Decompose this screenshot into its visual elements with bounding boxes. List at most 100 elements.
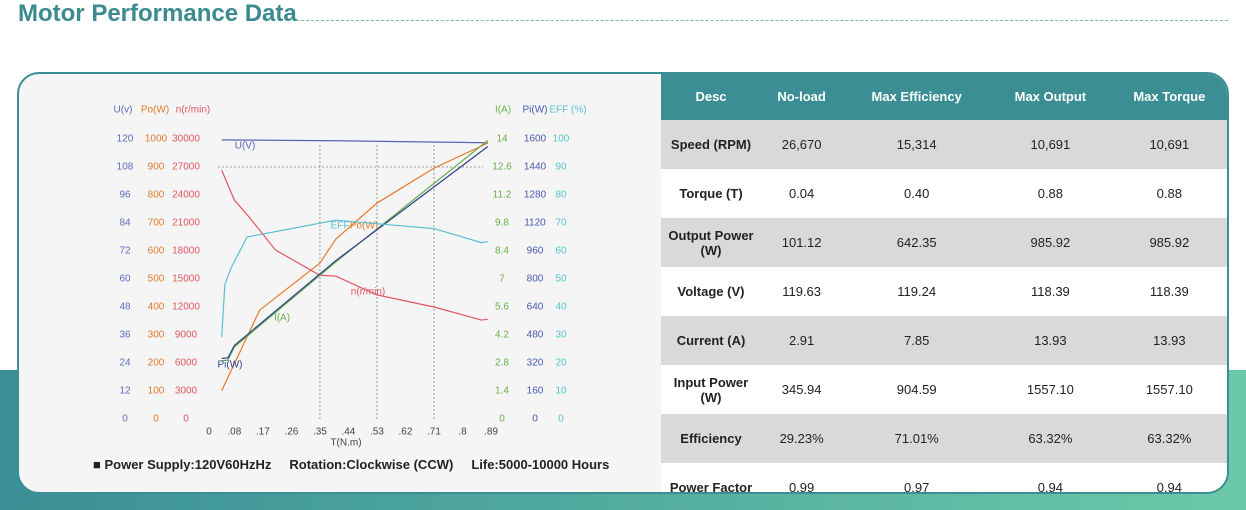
y-tick-label: 1440 xyxy=(524,162,547,173)
x-tick-label: .8 xyxy=(458,427,467,438)
y-tick-label: 1600 xyxy=(524,134,547,145)
y-tick-label: 0 xyxy=(499,414,505,425)
chart: T(N.m) U(v) 0 12 24 36 48 60 72 84 96 108 120 Po(W) 0… xyxy=(114,105,587,449)
y-tick-label: 100 xyxy=(553,134,570,145)
series-line xyxy=(221,139,489,362)
table-cell: 1557.10 xyxy=(991,365,1110,414)
y-tick-label: 21000 xyxy=(172,218,200,229)
x-tick-label: .53 xyxy=(370,427,384,438)
y-tick-label: 200 xyxy=(148,358,165,369)
y-tick-label: 9000 xyxy=(175,330,198,341)
y-tick-label: 50 xyxy=(555,274,567,285)
table-cell: 7.85 xyxy=(842,316,992,365)
y-tick-label: 120 xyxy=(117,134,134,145)
y-tick-label: 11.2 xyxy=(493,190,512,201)
y-tick-label: 108 xyxy=(117,162,134,173)
header-cell: Desc xyxy=(661,74,761,120)
table-cell: 0.97 xyxy=(842,463,992,492)
y-tick-label: 700 xyxy=(148,218,165,229)
table-cell: Speed (RPM) xyxy=(661,120,761,169)
table-cell: 29.23% xyxy=(761,414,843,463)
page-title: Motor Performance Data xyxy=(18,0,297,27)
y-tick-label: 12.6 xyxy=(492,162,512,173)
y-tick-label: 48 xyxy=(119,302,131,313)
header-cell: Max Output xyxy=(991,74,1110,120)
table-cell: Input Power (W) xyxy=(661,365,761,414)
table-cell: Efficiency xyxy=(661,414,761,463)
y-tick-label: 72 xyxy=(119,246,131,257)
y-tick-label: 480 xyxy=(527,330,544,341)
table-cell: Power Factor xyxy=(661,463,761,492)
table-cell: 119.24 xyxy=(842,267,992,316)
y-tick-label: 24 xyxy=(119,358,131,369)
spec-table: Desc No-load Max Efficiency Max Output Max T… xyxy=(661,74,1227,492)
y-tick-label: 1.4 xyxy=(495,386,509,397)
y-tick-label: 800 xyxy=(148,190,165,201)
y-tick-label: 27000 xyxy=(172,162,200,173)
axis-title: U(v) xyxy=(114,105,133,116)
table-body: Speed (RPM) 26,670 15,314 10,691 10,691 Torqu… xyxy=(661,120,1227,492)
x-tick-label: 0 xyxy=(206,427,212,438)
y-tick-label: 9.8 xyxy=(495,218,509,229)
y-tick-label: 1000 xyxy=(145,134,168,145)
y-tick-label: 6000 xyxy=(175,358,198,369)
y-tick-label: 12000 xyxy=(172,302,200,313)
table-cell: 1557.10 xyxy=(1109,365,1227,414)
table-cell: 985.92 xyxy=(1109,218,1227,267)
series-line xyxy=(221,219,488,338)
table-cell: 63.32% xyxy=(991,414,1110,463)
y-tick-label: 0 xyxy=(183,414,189,425)
y-tick-label: 60 xyxy=(119,274,131,285)
header-cell: No-load xyxy=(761,74,843,120)
table-cell: Output Power (W) xyxy=(661,218,761,267)
y-tick-label: 96 xyxy=(119,190,131,201)
y-tick-label: 500 xyxy=(148,274,165,285)
table-cell: 71.01% xyxy=(842,414,992,463)
y-tick-label: 70 xyxy=(555,218,567,229)
y-tick-label: 7 xyxy=(499,274,505,285)
x-tick-label: .44 xyxy=(341,427,355,438)
table-cell: 101.12 xyxy=(761,218,843,267)
table-cell: 118.39 xyxy=(991,267,1110,316)
table-cell: 904.59 xyxy=(842,365,992,414)
series-line xyxy=(221,139,488,144)
series-line xyxy=(221,142,489,391)
footer-item: Rotation:Clockwise (CCW) xyxy=(289,457,454,472)
table-row: Power Factor 0.99 0.97 0.94 0.94 xyxy=(661,463,1227,492)
table-cell: 0.88 xyxy=(991,169,1110,218)
y-tick-label: 400 xyxy=(148,302,165,313)
y-tick-label: 1280 xyxy=(524,190,547,201)
x-tick-label: .35 xyxy=(313,427,327,438)
table-cell: Voltage (V) xyxy=(661,267,761,316)
table-header: Desc No-load Max Efficiency Max Output Max T… xyxy=(661,74,1227,120)
table-cell: 642.35 xyxy=(842,218,992,267)
table-cell: 63.32% xyxy=(1109,414,1227,463)
y-tick-label: 0 xyxy=(532,414,538,425)
y-tick-label: 160 xyxy=(527,386,544,397)
y-tick-label: 1120 xyxy=(524,218,546,229)
footer-item: Life:5000-10000 Hours xyxy=(471,457,610,472)
x-tick-label: .62 xyxy=(398,427,412,438)
footer-item: Power Supply:120V60HzHz xyxy=(104,457,272,472)
table-cell: 118.39 xyxy=(1109,267,1227,316)
y-tick-label: 0 xyxy=(122,414,128,425)
y-tick-label: 0 xyxy=(153,414,159,425)
table-cell: Torque (T) xyxy=(661,169,761,218)
x-axis-label: T(N.m) xyxy=(330,438,361,449)
y-tick-label: 100 xyxy=(148,386,165,397)
table-cell: 10,691 xyxy=(991,120,1110,169)
y-tick-label: 90 xyxy=(555,162,567,173)
y-tick-label: 60 xyxy=(555,246,567,257)
table-cell: 13.93 xyxy=(1109,316,1227,365)
y-tick-label: 640 xyxy=(527,302,544,313)
y-tick-label: 900 xyxy=(148,162,165,173)
table-row: Current (A) 2.91 7.85 13.93 13.93 xyxy=(661,316,1227,365)
table-cell: 0.88 xyxy=(1109,169,1227,218)
table-cell: 26,670 xyxy=(761,120,843,169)
series-label: Pi(W) xyxy=(218,360,243,371)
table-row: Speed (RPM) 26,670 15,314 10,691 10,691 xyxy=(661,120,1227,169)
series-line xyxy=(221,146,489,360)
x-tick-label: .17 xyxy=(256,427,270,438)
y-tick-label: 800 xyxy=(527,274,544,285)
